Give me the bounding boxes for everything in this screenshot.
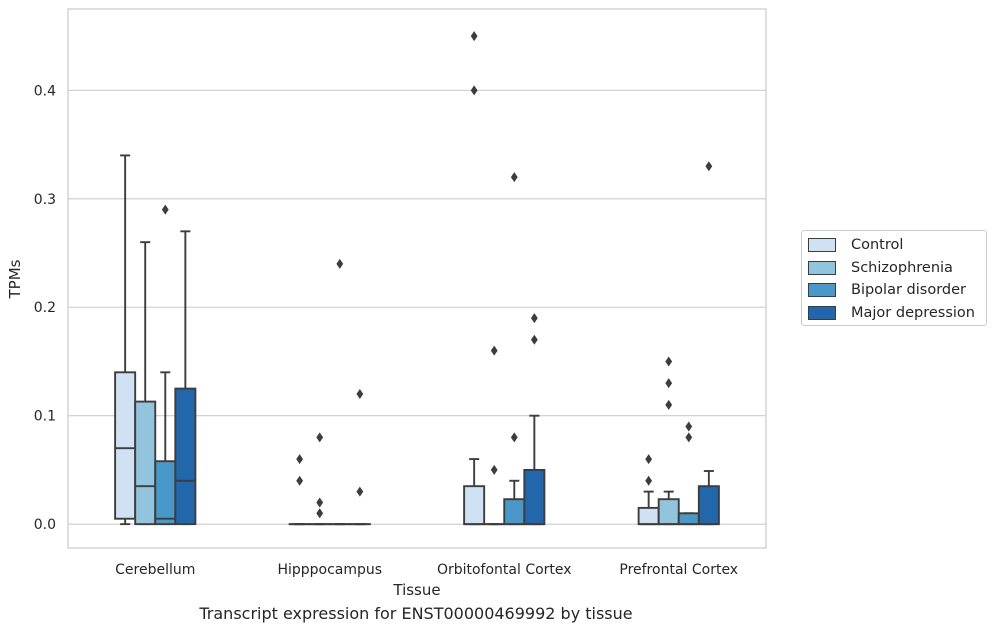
box-groups xyxy=(114,31,720,526)
box-major-depression xyxy=(523,313,546,526)
x-tick-label: Cerebellum xyxy=(115,562,195,578)
outlier-point xyxy=(356,486,364,497)
legend-label: Major depression xyxy=(851,304,975,321)
box-body xyxy=(154,460,177,526)
x-axis-tick-labels: Cerebellum Hipppocampus Orbitofontal Corte… xyxy=(115,562,738,578)
plot-frame xyxy=(67,8,767,549)
box-control xyxy=(463,31,486,526)
outlier-point xyxy=(356,389,364,399)
box-body xyxy=(114,371,137,520)
outlier-point xyxy=(316,508,324,519)
outlier-point xyxy=(665,378,673,389)
y-tick-label: 0.0 xyxy=(34,517,56,533)
legend-swatch xyxy=(808,238,836,252)
box-major-depression xyxy=(174,230,197,526)
legend-label: Bipolar disorder xyxy=(851,282,966,298)
box-major-depression xyxy=(697,161,720,526)
outlier-point xyxy=(316,497,324,508)
outlier-point xyxy=(530,334,538,345)
box-bipolar-disorder xyxy=(677,421,700,526)
outlier-point xyxy=(645,454,653,465)
box-control xyxy=(114,154,137,526)
box-schizophrenia xyxy=(657,356,680,526)
outlier-point xyxy=(490,345,498,356)
box-body xyxy=(697,485,720,526)
box-body xyxy=(134,400,157,526)
y-axis-title: TPMs xyxy=(6,259,24,299)
box-body xyxy=(657,498,680,526)
legend-swatch xyxy=(808,283,836,297)
box-body xyxy=(463,485,486,526)
box-bipolar-disorder xyxy=(328,258,351,526)
legend-label: Schizophrenia xyxy=(851,259,953,276)
y-tick-label: 0.3 xyxy=(34,192,56,208)
x-axis-title: Tissue xyxy=(392,581,440,599)
outlier-point xyxy=(665,356,673,367)
legend-label: Control xyxy=(851,237,904,253)
outlier-point xyxy=(470,31,478,42)
figure-caption: Transcript expression for ENST0000046999… xyxy=(199,604,633,623)
outlier-point xyxy=(490,464,498,475)
outlier-point xyxy=(296,454,304,465)
outlier-point xyxy=(336,258,344,269)
box-body xyxy=(523,468,546,526)
outlier-point xyxy=(510,432,518,443)
outlier-point xyxy=(645,475,653,486)
legend-swatch xyxy=(808,305,836,320)
outlier-point xyxy=(665,399,673,410)
y-axis-tick-labels: 0.0 0.1 0.2 0.3 0.4 xyxy=(34,83,56,533)
outlier-point xyxy=(705,161,713,172)
legend-item: Bipolar disorder xyxy=(808,280,966,300)
legend-item: Major depression xyxy=(808,303,975,323)
box-body xyxy=(174,387,197,526)
box-body xyxy=(637,506,660,526)
outlier-point xyxy=(685,432,693,443)
outlier-point xyxy=(296,475,304,486)
legend-item: Schizophrenia xyxy=(808,258,953,278)
box-body xyxy=(677,512,700,526)
box-major-depression xyxy=(348,389,371,526)
x-tick-label: Orbitofontal Cortex xyxy=(437,562,572,578)
y-tick-label: 0.4 xyxy=(34,83,56,99)
y-tick-label: 0.1 xyxy=(34,409,56,425)
legend-item: Control xyxy=(808,235,903,255)
outlier-point xyxy=(510,172,518,183)
box-schizophrenia xyxy=(483,345,506,526)
outlier-point xyxy=(685,421,693,432)
legend: Control Schizophrenia Bipolar disorder Majo… xyxy=(801,230,987,326)
outlier-point xyxy=(530,313,538,324)
box-body xyxy=(503,498,526,526)
legend-swatch xyxy=(808,260,836,275)
outlier-point xyxy=(470,85,478,96)
x-tick-label: Hipppocampus xyxy=(277,562,382,578)
outlier-point xyxy=(316,432,324,443)
x-tick-label: Prefrontal Cortex xyxy=(619,562,738,578)
outlier-point xyxy=(161,204,169,215)
box-control xyxy=(637,454,660,526)
y-tick-label: 0.2 xyxy=(34,300,56,316)
